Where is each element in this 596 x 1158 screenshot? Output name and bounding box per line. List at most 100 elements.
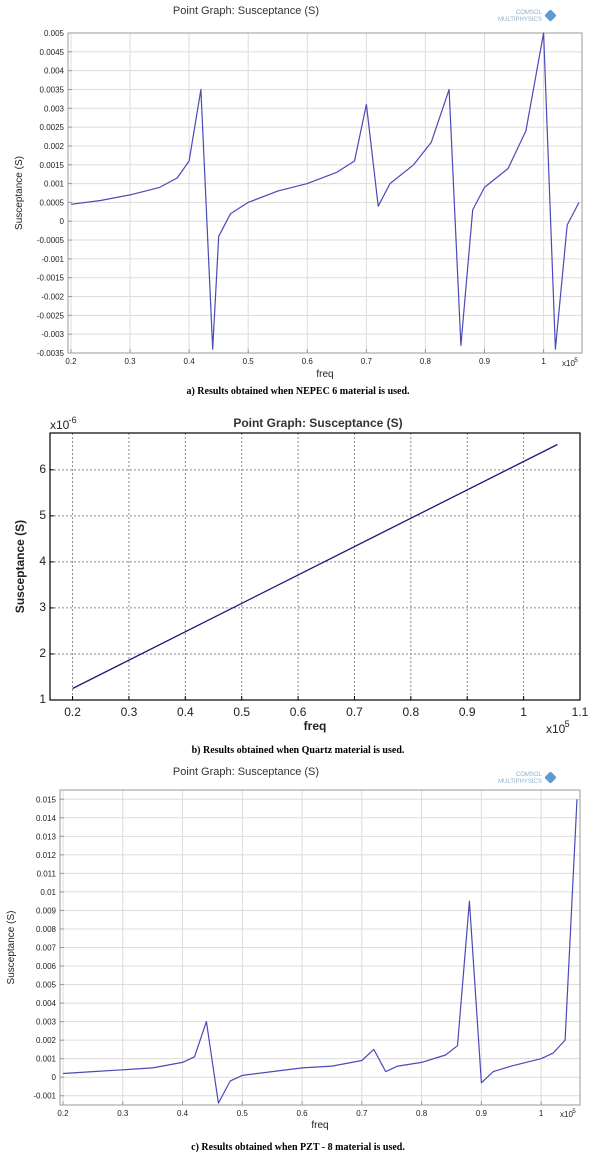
y-tick-label: 0.004	[44, 67, 65, 76]
chart-a-svg: 0.2 0.3 0.4 0.5 0.6 0.7 0.8 0.9 10.0050.00450.00…	[14, 5, 583, 380]
y-tick-label: -0.003	[41, 330, 64, 339]
logo-line1: COMSOL	[515, 10, 542, 16]
y-tick-label: -0.002	[41, 293, 64, 302]
x-tick-label: 0.7	[361, 357, 373, 366]
x-axis-multiplier-exponent: 5	[574, 358, 578, 364]
x-tick-label: 0.7	[346, 705, 363, 719]
logo-line2: MULTIPHYSICS	[498, 17, 542, 23]
y-tick-label: 0.006	[36, 962, 57, 971]
x-tick-label: 0.4	[184, 357, 196, 366]
y-tick-label: 0.011	[37, 869, 57, 878]
x-tick-label: 0.5	[233, 705, 250, 719]
x-tick-label: 1	[541, 357, 546, 366]
y-tick-label: -0.001	[41, 255, 64, 264]
y-tick-label: 1	[39, 692, 46, 706]
series-line	[72, 443, 558, 690]
x-tick-label: 0.4	[177, 1109, 189, 1118]
x-tick-label: 0.9	[459, 705, 476, 719]
y-tick-label: 2	[39, 646, 46, 660]
y-axis-label: Susceptance (S)	[14, 156, 25, 230]
x-tick-label: 1	[520, 705, 527, 719]
y-tick-label: 3	[39, 600, 46, 614]
plot-area-border	[67, 32, 583, 354]
caption-a: a) Results obtained when NEPEC 6 materia…	[186, 386, 410, 397]
y-tick-label: 0.007	[36, 944, 57, 953]
y-tick-label: 0.001	[44, 180, 65, 189]
x-tick-label: 0.7	[356, 1109, 368, 1118]
plot-area-border	[49, 432, 581, 701]
y-tick-label: 0.002	[44, 142, 65, 151]
y-tick-label: 0.01	[40, 888, 56, 897]
y-axis-multiplier-exponent: -6	[69, 415, 77, 425]
chart-c-svg: 0.2 0.3 0.4 0.5 0.6 0.7 0.8 0.9 10.0150.0140.013…	[6, 766, 581, 1130]
y-tick-label: 0.003	[44, 104, 65, 113]
chart-panel-b: 0.2 0.3 0.4 0.5 0.6 0.7 0.8 0.9 1 1.1 1 2 3 4 5 6 Point …	[0, 405, 596, 760]
x-axis-multiplier-exponent: 5	[565, 719, 570, 729]
y-tick-label: -0.0015	[37, 274, 65, 283]
y-axis-label: Susceptance (S)	[6, 911, 17, 985]
series-line	[70, 32, 580, 350]
y-tick-label: 0.003	[36, 1018, 57, 1027]
y-tick-label: 0.004	[36, 999, 57, 1008]
caption-b: b) Results obtained when Quartz material…	[191, 745, 405, 756]
x-axis-label: freq	[304, 719, 327, 733]
y-tick-label: -0.0005	[37, 236, 65, 245]
x-tick-label: 0.8	[416, 1109, 428, 1118]
x-tick-label: 0.4	[177, 705, 194, 719]
x-tick-label: 0.9	[476, 1109, 488, 1118]
chart-panel-a: 0.2 0.3 0.4 0.5 0.6 0.7 0.8 0.9 1 0.005 0.0045 0.00…	[0, 0, 596, 405]
y-tick-label: 0.0045	[40, 48, 65, 57]
y-tick-label: 0.005	[44, 29, 65, 38]
y-tick-label: 0.0005	[40, 198, 65, 207]
y-tick-label: -0.0035	[37, 349, 65, 358]
x-tick-label: 1	[539, 1109, 544, 1118]
y-tick-label: 0.002	[36, 1036, 57, 1045]
comsol-logo: COMSOL MULTIPHYSICS	[498, 9, 557, 24]
x-axis-label: freq	[311, 1120, 328, 1130]
x-axis-multiplier: x10	[562, 359, 575, 368]
series-line	[62, 799, 578, 1104]
y-tick-label: 0.013	[36, 832, 57, 841]
chart-b-svg: 0.2 0.3 0.4 0.5 0.6 0.7 0.8 0.9 1 1.1 1 2 3 4 5 6 Point …	[13, 415, 589, 736]
x-tick-label: 0.5	[237, 1109, 249, 1118]
chart-panel-c: 0.2 0.3 0.4 0.5 0.6 0.7 0.8 0.9 1 0.015 0.014 0.013…	[0, 760, 596, 1158]
comsol-logo-c: COMSOL MULTIPHYSICS	[498, 771, 557, 786]
x-axis-multiplier: x10	[546, 722, 566, 736]
x-tick-label: 0.6	[302, 357, 314, 366]
caption-c: c) Results obtained when PZT - 8 materia…	[191, 1142, 405, 1153]
y-tick-label: 0.0015	[40, 161, 65, 170]
x-tick-label: 0.3	[117, 1109, 129, 1118]
x-axis-multiplier-exponent: 5	[572, 1109, 576, 1115]
y-tick-label: 0.001	[36, 1055, 57, 1064]
chart-title: Point Graph: Susceptance (S)	[173, 766, 319, 778]
x-tick-label: 0.6	[290, 705, 307, 719]
x-tick-label: 0.5	[243, 357, 255, 366]
x-tick-label: 0.3	[121, 705, 138, 719]
y-tick-label: -0.001	[33, 1092, 56, 1101]
x-tick-label: 0.8	[420, 357, 432, 366]
x-tick-label: 0.2	[64, 705, 81, 719]
y-tick-label: 0.012	[36, 851, 57, 860]
logo-line1: COMSOL	[515, 772, 542, 778]
x-tick-label: 0.2	[65, 357, 77, 366]
x-tick-label: 0.9	[479, 357, 491, 366]
x-tick-label: 0.2	[57, 1109, 69, 1118]
x-tick-label: 0.6	[297, 1109, 309, 1118]
x-axis-multiplier: x10	[560, 1110, 573, 1119]
y-tick-label: -0.0025	[37, 311, 65, 320]
y-axis-multiplier: x10	[50, 418, 70, 432]
y-tick-label: 0.015	[36, 795, 57, 804]
y-tick-label: 0	[52, 1073, 57, 1082]
x-tick-label: 0.8	[403, 705, 420, 719]
y-tick-label: 0.014	[36, 814, 57, 823]
y-tick-label: 0.0035	[40, 85, 65, 94]
chart-title: Point Graph: Susceptance (S)	[173, 5, 319, 17]
y-axis-label: Susceptance (S)	[13, 520, 27, 613]
y-tick-label: 0.005	[36, 981, 57, 990]
logo-line2: MULTIPHYSICS	[498, 779, 542, 785]
y-tick-label: 0.0025	[40, 123, 65, 132]
chart-title: Point Graph: Susceptance (S)	[233, 416, 402, 430]
y-tick-label: 0.008	[36, 925, 57, 934]
y-tick-label: 6	[39, 462, 46, 476]
x-axis-label: freq	[316, 369, 333, 380]
